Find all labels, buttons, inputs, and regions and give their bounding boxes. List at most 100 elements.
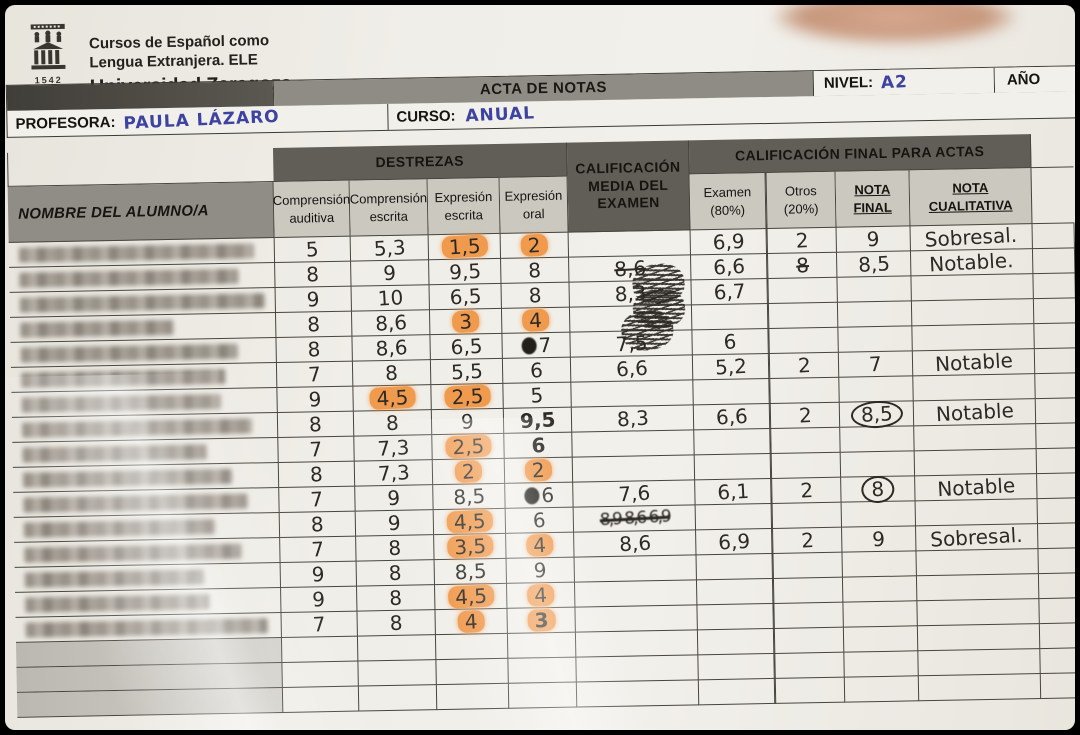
grade-cell-x — [1037, 498, 1075, 525]
grade-cell-ee: 4,5 — [433, 509, 507, 536]
handwritten-grade: 6 — [540, 482, 555, 508]
handwritten-grade: 6 — [530, 432, 546, 458]
grade-cell-ca — [282, 661, 359, 688]
grade-cell-eo: 9 — [506, 557, 575, 584]
ano-label: AÑO — [1006, 70, 1041, 89]
redacted-student-name — [25, 617, 269, 638]
grade-cell-cual — [918, 649, 1041, 677]
grade-cell-e80 — [693, 378, 770, 406]
handwritten-grade: 6,6 — [714, 403, 748, 430]
handwritten-grade: 2,5 — [443, 384, 491, 409]
redacted-student-name — [18, 242, 254, 263]
grade-cell-ca: 8 — [276, 311, 353, 339]
handwritten-grade: 9 — [308, 386, 323, 412]
grade-cell-e80 — [696, 553, 773, 581]
header-edge-spacer — [1031, 167, 1075, 225]
handwritten-grade: 8,5 — [453, 558, 487, 585]
grade-cell-e80 — [691, 303, 769, 331]
grade-cell-fin — [840, 426, 915, 453]
grade-cell-ce — [357, 635, 437, 662]
letterhead-line1: Cursos de Español como — [88, 32, 270, 53]
grade-cell-ee: 2,5 — [432, 434, 505, 461]
handwritten-grade: Notable — [933, 348, 1014, 377]
grade-cell-x — [1040, 648, 1075, 675]
grade-cell-fin: 8 — [841, 474, 916, 504]
handwritten-grade: 7,6 — [617, 480, 651, 507]
handwritten-grade: 8 — [385, 410, 400, 436]
grade-cell-ca: 9 — [280, 561, 358, 588]
redacted-student-name — [24, 543, 242, 563]
redacted-student-name — [23, 493, 248, 513]
grade-cell-e80 — [697, 603, 774, 631]
handwritten-grade: 5,3 — [372, 235, 406, 261]
handwritten-grade: 9 — [866, 226, 881, 252]
grade-cell-fin: 8,5 — [839, 399, 915, 429]
grade-cell-media: 6,6 — [570, 355, 694, 383]
grade-cell-eo — [508, 682, 578, 709]
handwritten-grade: Notable — [936, 473, 1016, 502]
grade-cell-eo: 6 — [502, 357, 572, 384]
grade-cell-cual — [912, 324, 1035, 352]
handwritten-grade: 8 — [307, 336, 322, 362]
grade-cell-media — [568, 230, 692, 258]
handwritten-grade: Sobresal. — [929, 522, 1024, 552]
handwritten-grade: 9,5 — [448, 258, 482, 285]
grade-cell-cual — [911, 299, 1035, 327]
redacted-student-name — [25, 593, 210, 613]
handwritten-grade: 2 — [799, 478, 814, 503]
handwritten-grade: Notable. — [928, 248, 1015, 277]
handwritten-grade: 8 — [309, 461, 324, 487]
grade-cell-ee: 1,5 — [428, 234, 502, 261]
grade-cell-e80: 6,9 — [696, 529, 773, 556]
grade-cell-ca: 5 — [274, 236, 352, 264]
handwritten-grade: 8,6 — [374, 310, 408, 336]
grade-cell-fin — [838, 326, 913, 353]
grade-cell-media — [574, 580, 698, 608]
grade-cell-cual: Notable — [913, 398, 1037, 427]
handwritten-grade: 6,7 — [712, 278, 746, 305]
grade-cell-fin — [839, 376, 914, 403]
grade-cell-otros — [773, 602, 844, 629]
grade-cell-media — [572, 430, 695, 458]
grade-cell-ce: 8 — [356, 560, 436, 587]
grade-cell-x — [1032, 248, 1075, 275]
grade-cell-cual — [916, 549, 1039, 577]
handwritten-grade: 9 — [533, 557, 548, 583]
redacted-student-name — [22, 443, 207, 463]
grade-cell-x — [1037, 473, 1075, 500]
grade-cell-eo: 4 — [501, 307, 571, 334]
grade-cell-fin — [837, 276, 912, 303]
handwritten-grade: 6,9 — [711, 228, 745, 255]
grade-cell-e80 — [696, 578, 774, 606]
grade-cell-ee — [436, 683, 510, 711]
redacted-student-name — [24, 568, 204, 588]
redacted-student-name — [22, 468, 233, 488]
grade-cell-fin: 9 — [842, 526, 917, 553]
nivel-label: NIVEL: — [823, 74, 874, 92]
handwritten-grade: 5,5 — [450, 358, 484, 385]
handwritten-grade: 6,1 — [716, 478, 750, 505]
handwritten-grade: 8,5 — [849, 399, 904, 429]
grade-cell-ee: 9 — [431, 408, 505, 436]
grade-cell-e80 — [697, 628, 775, 656]
handwritten-grade: 6,5 — [449, 333, 483, 360]
grade-cell-fin — [844, 676, 920, 703]
handwritten-grade: 9 — [871, 526, 886, 552]
handwritten-grade: 4,5 — [445, 509, 493, 534]
header-nota-final: NOTA FINAL — [835, 170, 911, 228]
grade-cell-x — [1035, 373, 1075, 400]
grade-cell-fin: 8,5 — [836, 251, 912, 278]
grade-cell-e80: 6 — [692, 328, 769, 356]
grade-cell-e80: 6,6 — [691, 254, 768, 281]
grade-cell-x — [1038, 573, 1075, 600]
grade-cell-otros — [774, 652, 845, 679]
grade-cell-cual: Sobresal. — [916, 522, 1039, 552]
grade-cell-eo: 3 — [507, 607, 576, 634]
handwritten-grade: 7 — [537, 332, 552, 358]
grade-cell-ce: 8 — [352, 360, 432, 387]
grade-cell-x — [1036, 423, 1075, 450]
grade-cell-ce: 5,3 — [350, 235, 430, 262]
grade-cell-x — [1040, 673, 1075, 700]
handwritten-grade: 9 — [386, 485, 401, 511]
grade-cell-x — [1036, 448, 1075, 475]
